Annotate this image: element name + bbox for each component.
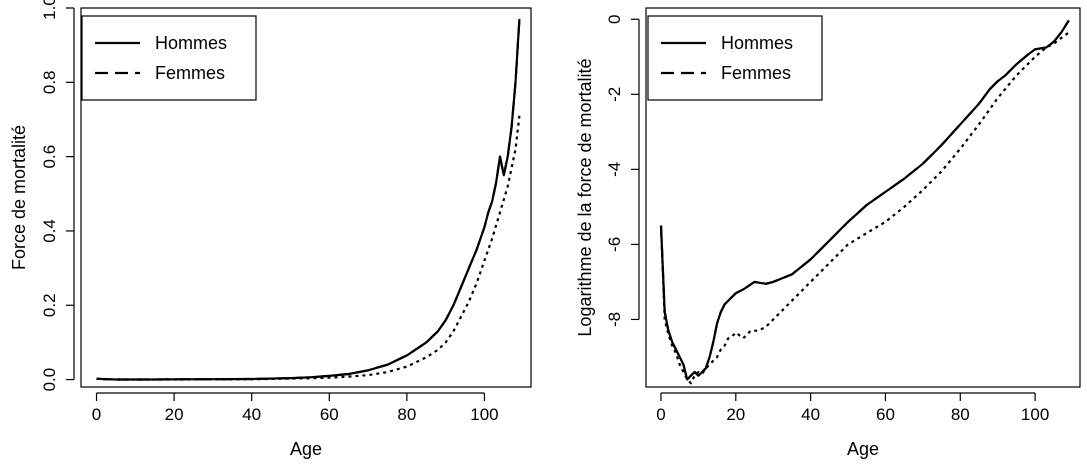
y-tick-label: 0.2 xyxy=(40,293,59,317)
x-tick-label: 20 xyxy=(165,405,184,424)
legend-label: Hommes xyxy=(155,33,227,53)
x-tick-label: 20 xyxy=(726,405,745,424)
series-line-dashed xyxy=(96,19,521,381)
y-axis-label: Logarithme de la force de mortalité xyxy=(575,58,595,336)
x-tick-label: 80 xyxy=(951,405,970,424)
x-tick-label: 100 xyxy=(1021,405,1049,424)
x-tick-label: 60 xyxy=(876,405,895,424)
y-tick-label: 0 xyxy=(605,15,624,24)
series-line-dotted xyxy=(96,115,521,381)
x-tick-label: 100 xyxy=(470,405,498,424)
x-axis-label: Age xyxy=(847,439,879,459)
x-tick-label: 40 xyxy=(242,405,261,424)
y-tick-label: 0.8 xyxy=(40,70,59,94)
y-tick-label: 0.6 xyxy=(40,145,59,169)
series-line-dotted xyxy=(659,31,1070,385)
x-tick-label: 0 xyxy=(92,405,101,424)
y-tick-label: -4 xyxy=(605,162,624,177)
y-tick-label: -6 xyxy=(605,237,624,252)
y-tick-label: 0.4 xyxy=(40,219,59,243)
x-tick-label: 0 xyxy=(656,405,665,424)
y-tick-label: 1.0 xyxy=(40,0,59,20)
legend-box xyxy=(81,15,257,101)
panel-1: 0 20 40 60 80 100 Age 0.0 0.2 0.4 0.6 0.8 1.0 Force d… xyxy=(9,0,532,459)
legend-label: Hommes xyxy=(721,33,793,53)
y-tick-label: 0.0 xyxy=(40,368,59,392)
x-tick-label: 60 xyxy=(320,405,339,424)
y-axis-label: Force de mortalité xyxy=(9,125,29,270)
x-tick-label: 40 xyxy=(801,405,820,424)
y-tick-label: -2 xyxy=(605,87,624,102)
legend-label: Femmes xyxy=(155,63,225,83)
plot-frame xyxy=(645,7,1081,388)
x-axis-label: Age xyxy=(290,439,322,459)
x-tick-label: 80 xyxy=(397,405,416,424)
legend-label: Femmes xyxy=(721,63,791,83)
legend: Hommes Femmes xyxy=(81,15,257,101)
series-line-dashed xyxy=(659,19,1070,381)
y-tick-label: -8 xyxy=(605,312,624,327)
legend: Hommes Femmes xyxy=(647,15,823,101)
plot-frame xyxy=(80,7,532,388)
panel-2: 0 20 40 60 80 100 Age 0 -2 -4 -6 -8 Logarithme de la… xyxy=(575,7,1081,459)
legend-box xyxy=(647,15,823,101)
